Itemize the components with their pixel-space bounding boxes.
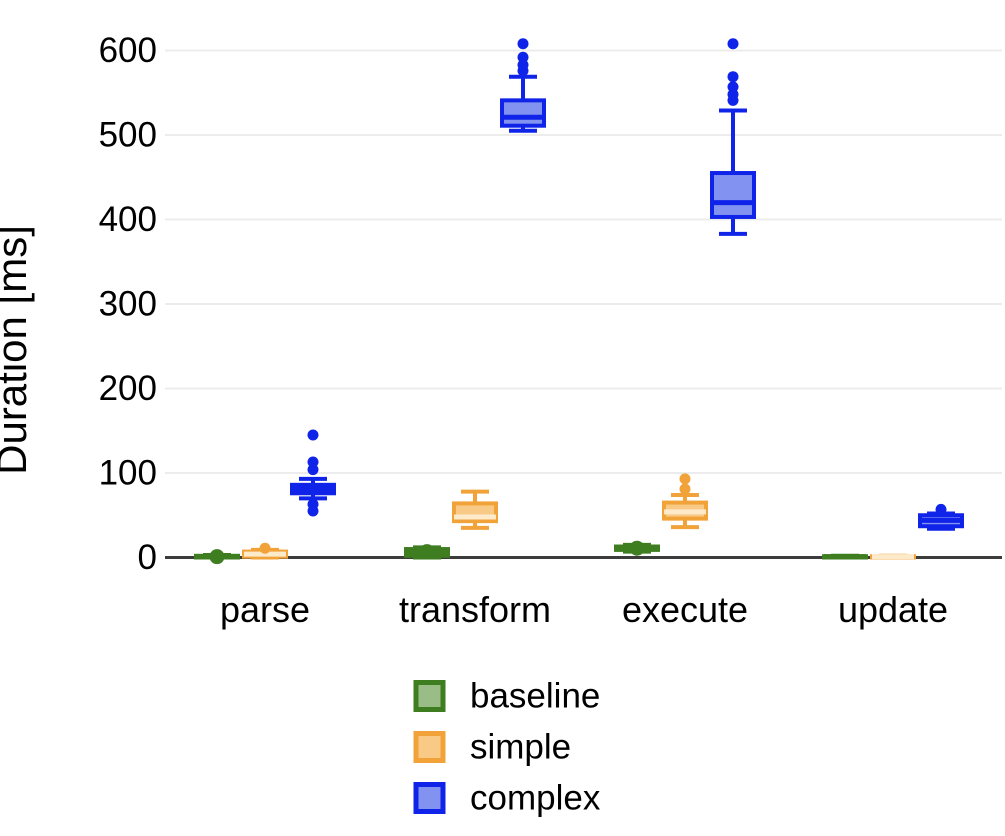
x-tick-label-execute: execute bbox=[622, 589, 748, 630]
legend-item-complex: complex bbox=[413, 779, 601, 818]
outlier-dot bbox=[307, 456, 319, 468]
outlier-dot bbox=[679, 483, 691, 495]
median-dot bbox=[419, 544, 435, 560]
y-tick-label-400: 400 bbox=[99, 200, 157, 239]
box-iqr bbox=[500, 98, 546, 128]
boxplot-parse-baseline bbox=[194, 549, 240, 565]
boxplot-update-complex bbox=[918, 503, 964, 531]
legend-label-simple: simple bbox=[470, 728, 571, 767]
outlier-dot bbox=[935, 503, 947, 515]
y-axis-title: Duration [ms] bbox=[0, 225, 35, 475]
legend-swatch-baseline bbox=[413, 680, 446, 712]
boxplot-parse-complex bbox=[290, 429, 336, 517]
outlier-dot bbox=[307, 498, 319, 510]
y-tick-label-200: 200 bbox=[99, 369, 157, 408]
outlier-dot bbox=[727, 71, 739, 83]
median-dot bbox=[209, 549, 225, 565]
boxplot-transform-complex bbox=[500, 38, 546, 133]
x-tick-label-transform: transform bbox=[399, 589, 551, 630]
y-tick-label-600: 600 bbox=[99, 31, 157, 70]
outlier-dot bbox=[259, 542, 271, 554]
y-tick-label-0: 0 bbox=[138, 538, 157, 577]
outlier-dot bbox=[727, 88, 739, 100]
boxplot-parse-simple bbox=[242, 542, 288, 560]
y-tick-label-500: 500 bbox=[99, 116, 157, 155]
boxplot-execute-baseline bbox=[614, 540, 660, 556]
outlier-dot bbox=[727, 38, 739, 50]
outlier-dot bbox=[727, 81, 739, 93]
outlier-dot bbox=[679, 473, 691, 485]
boxplot-update-simple bbox=[870, 553, 916, 560]
outlier-dot bbox=[517, 59, 529, 71]
x-tick-label-update: update bbox=[838, 589, 948, 630]
legend-swatch-complex bbox=[413, 782, 446, 814]
outlier-dot bbox=[307, 429, 319, 441]
outlier-dot bbox=[517, 38, 529, 50]
x-tick-label-parse: parse bbox=[220, 589, 310, 630]
legend-item-baseline: baseline bbox=[413, 677, 600, 716]
outlier-dot bbox=[517, 51, 529, 63]
legend-label-complex: complex bbox=[470, 779, 601, 818]
box-iqr bbox=[710, 171, 756, 219]
legend-item-simple: simple bbox=[413, 728, 571, 767]
y-tick-label-100: 100 bbox=[99, 454, 157, 493]
boxplot-execute-simple bbox=[662, 473, 708, 530]
boxplot-execute-complex bbox=[710, 38, 756, 236]
legend-label-baseline: baseline bbox=[470, 677, 600, 716]
legend-swatch-simple bbox=[413, 731, 446, 763]
median-dot bbox=[629, 540, 645, 556]
y-tick-label-300: 300 bbox=[99, 285, 157, 324]
boxplot-transform-baseline bbox=[404, 544, 450, 560]
boxplot-transform-simple bbox=[452, 489, 498, 530]
outlier-dot bbox=[307, 464, 319, 476]
boxplot-update-baseline bbox=[822, 553, 868, 560]
